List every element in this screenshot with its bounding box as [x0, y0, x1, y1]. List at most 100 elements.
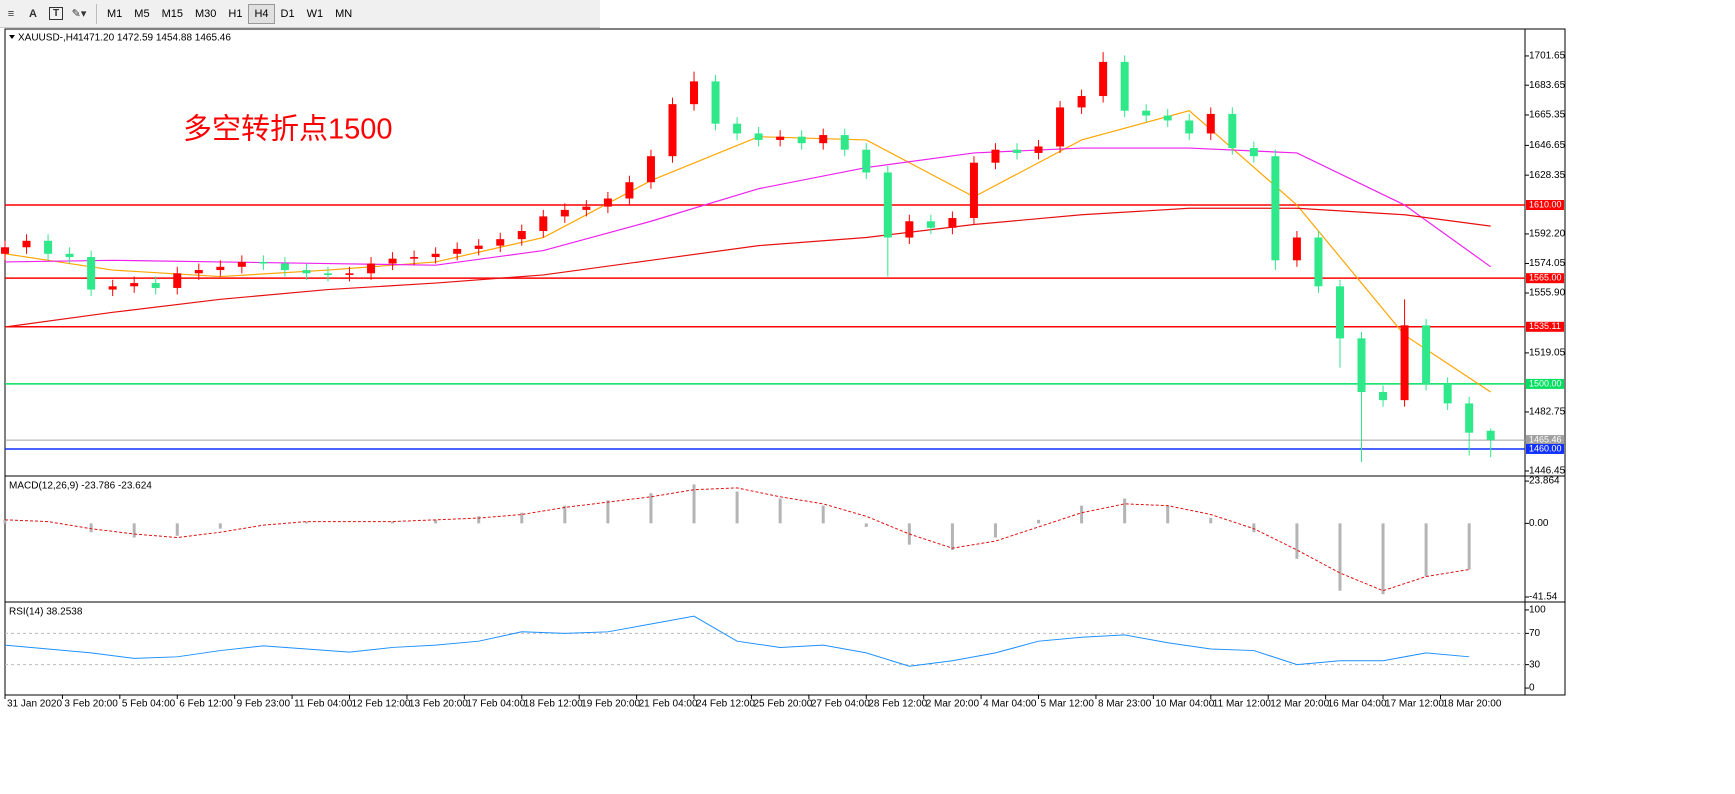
- candle-body: [280, 263, 289, 271]
- candle-body: [1228, 113, 1237, 149]
- x-tick-label: 3 Feb 20:00: [64, 699, 118, 710]
- timeframe-button[interactable]: H1: [228, 7, 243, 20]
- candle-body: [345, 273, 354, 275]
- y-tick-label: 1701.65: [1529, 51, 1566, 62]
- timeframes: M1 M5 M15 M30 H1 H4 D1 W1 MN: [96, 3, 358, 24]
- x-tick-label: 12 Feb 12:00: [352, 699, 411, 710]
- menu-icon[interactable]: ≡: [7, 7, 15, 20]
- candle-body: [1357, 338, 1366, 393]
- candle-body: [797, 136, 806, 144]
- candle-body: [44, 240, 53, 254]
- ohlc-values: 1471.20 1472.59 1454.88 1465.46: [78, 33, 231, 44]
- candle-body: [1034, 146, 1043, 153]
- candle-body: [431, 253, 440, 258]
- x-tick-label: 25 Feb 20:00: [753, 699, 812, 710]
- candle-body: [690, 81, 699, 105]
- candle-body: [711, 81, 720, 124]
- x-tick-label: 24 Feb 12:00: [696, 699, 755, 710]
- y-tick-label: 1592.20: [1529, 229, 1566, 240]
- candle-body: [1292, 237, 1301, 261]
- candle-body: [108, 286, 117, 290]
- x-tick-label: 11 Feb 04:00: [294, 699, 353, 710]
- candle-body: [733, 123, 742, 134]
- annotation: 多空转折点1500: [183, 113, 393, 146]
- x-tick-label: 19 Feb 20:00: [581, 699, 640, 710]
- candle-body: [819, 135, 828, 144]
- x-tick-label: 18 Mar 20:00: [1442, 699, 1501, 710]
- x-tick-label: 11 Mar 12:00: [1213, 699, 1272, 710]
- candle-body: [1379, 392, 1388, 401]
- indicator-title: XAUUSD-,H4: [18, 33, 79, 44]
- timeframe-button[interactable]: M15: [161, 7, 183, 20]
- candle-body: [237, 261, 246, 267]
- level-tag: [1526, 435, 1564, 446]
- candle-body: [1142, 110, 1151, 116]
- y-tick-label: 1555.90: [1529, 288, 1566, 299]
- label-tool[interactable]: T: [49, 7, 63, 20]
- y-tick-label: 1646.65: [1529, 140, 1566, 151]
- candle-body: [603, 198, 612, 207]
- text-tool[interactable]: A: [29, 7, 37, 20]
- chart: XAUUSD-,H4 1701.65 1683.65 1665.35 1646.65 16…: [1, 28, 1566, 710]
- candle-body: [453, 248, 462, 254]
- x-tick-label: 16 Mar 04:00: [1328, 699, 1387, 710]
- candle-body: [754, 133, 763, 140]
- x-tick-label: 17 Mar 12:00: [1385, 699, 1444, 710]
- y-tick-label: 1574.05: [1529, 258, 1566, 269]
- y-tick-label: 0.00: [1529, 518, 1549, 529]
- timeframe-button[interactable]: MN: [335, 7, 353, 20]
- candle-body: [1271, 156, 1280, 261]
- x-tick-label: 18 Feb 12:00: [524, 699, 583, 710]
- timeframe-button[interactable]: M30: [194, 7, 217, 20]
- candle-body: [991, 149, 1000, 163]
- candle-body: [1163, 115, 1172, 121]
- level-tag: [1526, 199, 1564, 210]
- x-tick-label: 5 Mar 12:00: [1041, 699, 1095, 710]
- timeframe-button[interactable]: W1: [306, 7, 324, 20]
- candle-body: [883, 172, 892, 238]
- candle-body: [1013, 149, 1021, 153]
- candle-body: [1206, 113, 1215, 134]
- level-tag: [1526, 443, 1564, 454]
- moving-average: [4, 110, 1492, 393]
- candle-body: [388, 258, 397, 264]
- candle-body: [646, 156, 655, 183]
- y-tick-label: 0: [1529, 683, 1535, 694]
- candle-body: [926, 221, 935, 228]
- candle-body: [1185, 120, 1194, 134]
- x-tick-label: 9 Feb 23:00: [237, 699, 291, 710]
- level-label: 1460.00: [1529, 443, 1562, 453]
- level-label: 1565.00: [1529, 273, 1562, 283]
- timeframe-button[interactable]: M1: [107, 7, 123, 20]
- candle-body: [776, 136, 785, 140]
- x-tick-label: 17 Feb 04:00: [466, 699, 525, 710]
- candle-body: [22, 240, 31, 248]
- candle-body: [862, 149, 871, 173]
- draw-tool[interactable]: ✎▾: [71, 8, 87, 20]
- candle-body: [1077, 96, 1086, 108]
- candle-body: [668, 104, 677, 157]
- candle-body: [539, 216, 548, 232]
- toolbar: ≡ A T ✎▾ M1 M5 M15 M30 H1 H4 D1 W1 MN: [0, 0, 600, 28]
- candle-body: [582, 206, 591, 210]
- level-tag: [1526, 273, 1564, 284]
- candle-body: [1443, 383, 1452, 404]
- x-tick-label: 27 Feb 04:00: [811, 699, 870, 710]
- x-tick-label: 10 Mar 04:00: [1155, 699, 1214, 710]
- candle-body: [560, 209, 569, 217]
- rsi-line: [4, 615, 1470, 667]
- timeframe-button[interactable]: M5: [134, 7, 150, 20]
- timeframe-button[interactable]: H4: [248, 3, 275, 24]
- frame: [4, 28, 1566, 696]
- moving-average: [4, 207, 1491, 328]
- level-tag: [1526, 321, 1564, 332]
- candle-body: [1314, 237, 1323, 287]
- x-tick-label: 31 Jan 2020: [7, 699, 62, 710]
- candle-body: [173, 273, 182, 288]
- x-tick-label: 28 Feb 12:00: [868, 699, 927, 710]
- timeframe-button[interactable]: D1: [280, 7, 295, 20]
- candle-body: [194, 270, 203, 274]
- candle-body: [1422, 325, 1431, 384]
- candle-body: [474, 245, 483, 249]
